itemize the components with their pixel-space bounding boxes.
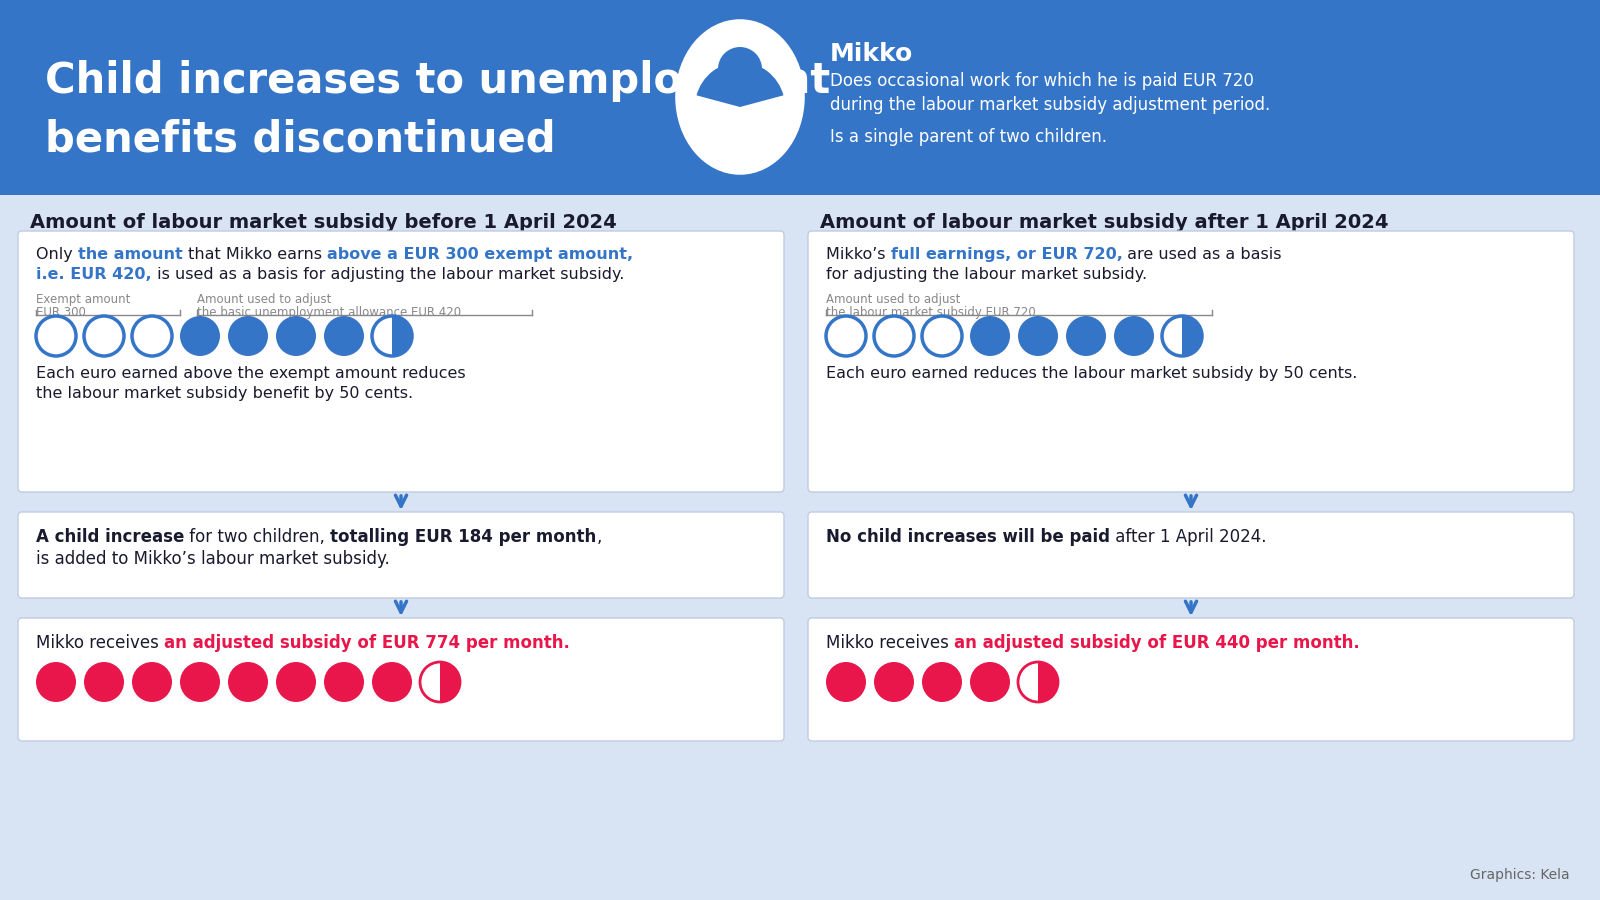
Text: Amount of labour market subsidy before 1 April 2024: Amount of labour market subsidy before 1…: [30, 213, 616, 232]
Text: Amount used to adjust: Amount used to adjust: [197, 293, 331, 306]
Wedge shape: [440, 662, 461, 702]
Circle shape: [277, 316, 317, 356]
Wedge shape: [1182, 316, 1202, 356]
Circle shape: [35, 662, 77, 702]
Text: the basic unemployment allowance EUR 420: the basic unemployment allowance EUR 420: [197, 306, 461, 319]
Circle shape: [970, 316, 1010, 356]
Text: for two children,: for two children,: [184, 528, 331, 546]
Text: Amount of labour market subsidy after 1 April 2024: Amount of labour market subsidy after 1 …: [819, 213, 1389, 232]
Circle shape: [83, 316, 125, 356]
Text: above a EUR 300 exempt amount,: above a EUR 300 exempt amount,: [326, 247, 634, 262]
Circle shape: [35, 316, 77, 356]
Text: after 1 April 2024.: after 1 April 2024.: [1110, 528, 1267, 546]
Wedge shape: [392, 316, 413, 356]
Text: Mikko: Mikko: [830, 42, 914, 66]
Circle shape: [922, 662, 962, 702]
Text: for adjusting the labour market subsidy.: for adjusting the labour market subsidy.: [826, 267, 1147, 282]
Circle shape: [229, 662, 269, 702]
Circle shape: [323, 662, 365, 702]
Circle shape: [874, 316, 914, 356]
Text: totalling EUR 184 per month: totalling EUR 184 per month: [331, 528, 597, 546]
FancyBboxPatch shape: [808, 618, 1574, 741]
Text: is used as a basis for adjusting the labour market subsidy.: is used as a basis for adjusting the lab…: [152, 267, 624, 282]
Circle shape: [1066, 316, 1106, 356]
Wedge shape: [696, 62, 784, 107]
Ellipse shape: [678, 22, 802, 172]
Text: during the labour market subsidy adjustment period.: during the labour market subsidy adjustm…: [830, 96, 1270, 114]
Circle shape: [1018, 316, 1058, 356]
Text: Exempt amount: Exempt amount: [35, 293, 130, 306]
Circle shape: [179, 316, 221, 356]
Circle shape: [922, 316, 962, 356]
Circle shape: [826, 662, 866, 702]
Circle shape: [277, 662, 317, 702]
Text: that Mikko earns: that Mikko earns: [182, 247, 326, 262]
FancyBboxPatch shape: [808, 512, 1574, 598]
Text: Is a single parent of two children.: Is a single parent of two children.: [830, 128, 1107, 146]
Text: Graphics: Kela: Graphics: Kela: [1470, 868, 1570, 882]
Wedge shape: [1038, 662, 1058, 702]
Circle shape: [970, 662, 1010, 702]
Text: Child increases to unemployment: Child increases to unemployment: [45, 60, 830, 102]
Circle shape: [826, 316, 866, 356]
FancyBboxPatch shape: [18, 512, 784, 598]
Text: Only: Only: [35, 247, 78, 262]
Text: the labour market subsidy EUR 720: the labour market subsidy EUR 720: [826, 306, 1035, 319]
Text: the amount: the amount: [78, 247, 182, 262]
Circle shape: [179, 662, 221, 702]
Text: full earnings, or EUR 720,: full earnings, or EUR 720,: [891, 247, 1123, 262]
Circle shape: [1114, 316, 1154, 356]
Text: is added to Mikko’s labour market subsidy.: is added to Mikko’s labour market subsid…: [35, 550, 390, 568]
Text: benefits discontinued: benefits discontinued: [45, 118, 555, 160]
Circle shape: [131, 316, 173, 356]
FancyBboxPatch shape: [18, 231, 784, 492]
Text: Mikko receives: Mikko receives: [35, 634, 165, 652]
Circle shape: [83, 662, 125, 702]
Text: No child increases will be paid: No child increases will be paid: [826, 528, 1110, 546]
Circle shape: [323, 316, 365, 356]
Text: an adjusted subsidy of EUR 774 per month.: an adjusted subsidy of EUR 774 per month…: [165, 634, 570, 652]
Text: A child increase: A child increase: [35, 528, 184, 546]
Circle shape: [874, 662, 914, 702]
FancyBboxPatch shape: [18, 618, 784, 741]
FancyBboxPatch shape: [808, 231, 1574, 492]
Text: ,: ,: [597, 528, 602, 546]
Circle shape: [229, 316, 269, 356]
Text: the labour market subsidy benefit by 50 cents.: the labour market subsidy benefit by 50 …: [35, 386, 413, 401]
Text: EUR 300: EUR 300: [35, 306, 86, 319]
Bar: [0, 0, 1600, 195]
Circle shape: [131, 662, 173, 702]
Text: an adjusted subsidy of EUR 440 per month.: an adjusted subsidy of EUR 440 per month…: [954, 634, 1360, 652]
Circle shape: [371, 662, 413, 702]
Text: are used as a basis: are used as a basis: [1123, 247, 1282, 262]
Text: Does occasional work for which he is paid EUR 720: Does occasional work for which he is pai…: [830, 72, 1254, 90]
Text: Each euro earned reduces the labour market subsidy by 50 cents.: Each euro earned reduces the labour mark…: [826, 366, 1357, 381]
Text: Each euro earned above the exempt amount reduces: Each euro earned above the exempt amount…: [35, 366, 466, 381]
Text: Mikko’s: Mikko’s: [826, 247, 891, 262]
Text: Amount used to adjust: Amount used to adjust: [826, 293, 960, 306]
Circle shape: [718, 47, 762, 91]
Text: Mikko receives: Mikko receives: [826, 634, 954, 652]
Text: i.e. EUR 420,: i.e. EUR 420,: [35, 267, 152, 282]
